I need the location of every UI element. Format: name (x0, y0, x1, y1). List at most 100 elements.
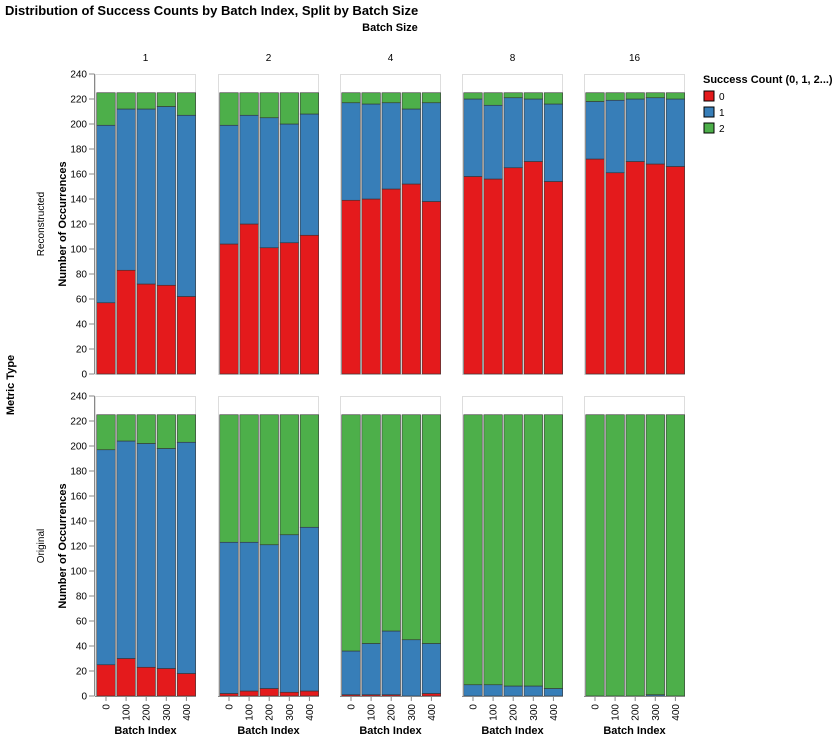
bar-segment-1-idx-400 (299, 526, 319, 692)
x-tick-label: 300 (285, 704, 296, 721)
bar-segment-1-idx-300 (156, 448, 176, 669)
y-tick-label: 0 (81, 370, 87, 381)
bar-segment-0-idx-0 (96, 302, 116, 375)
y-tick-label: 140 (70, 195, 87, 206)
bar-segment-2-idx-300 (645, 92, 665, 99)
bar-segment-2-idx-100 (361, 414, 381, 644)
row-header-original: Original (36, 529, 47, 563)
y-tick-label: 240 (70, 70, 87, 81)
bar-segment-1-idx-0 (463, 98, 483, 177)
y-axis-title: Number of Occurrences (57, 483, 69, 608)
bar-segment-2-idx-400 (176, 414, 196, 443)
x-tick-label: 200 (142, 704, 153, 721)
bar-segment-2-idx-100 (361, 92, 381, 105)
bar-segment-0-idx-100 (361, 198, 381, 375)
bar-segment-1-idx-300 (401, 108, 421, 185)
bar-segment-2-idx-300 (523, 414, 543, 687)
y-tick-label: 100 (70, 245, 87, 256)
bar-segment-1-idx-400 (299, 113, 319, 236)
bar-segment-2-idx-200 (136, 414, 156, 444)
y-tick-label: 20 (76, 667, 88, 678)
bar-segment-2-idx-300 (279, 92, 299, 125)
x-tick-label: 400 (305, 704, 316, 721)
bar-segment-0-idx-100 (483, 178, 503, 375)
bar-segment-0-idx-0 (585, 158, 605, 375)
x-axis-title: Batch Index (237, 725, 300, 737)
bar-segment-0-idx-400 (176, 296, 196, 375)
bar-segment-0-idx-400 (665, 166, 685, 375)
bar-segment-2-idx-0 (463, 414, 483, 686)
y-tick-label: 200 (70, 120, 87, 131)
bar-segment-2-idx-0 (219, 414, 239, 543)
bar-segment-2-idx-100 (483, 92, 503, 106)
bar-segment-2-idx-200 (503, 92, 523, 99)
x-tick-label: 400 (182, 704, 193, 721)
bar-segment-2-idx-200 (259, 414, 279, 546)
bar-segment-0-idx-0 (463, 176, 483, 375)
bar-segment-1-idx-100 (116, 440, 136, 659)
bar-segment-2-idx-400 (665, 414, 685, 697)
bar-segment-1-idx-0 (219, 541, 239, 694)
bar-segment-1-idx-100 (239, 114, 259, 225)
y-tick-label: 240 (70, 392, 87, 403)
bar-segment-0-idx-400 (543, 181, 563, 375)
y-tick-label: 200 (70, 442, 87, 453)
panel-reconstructed-2 (218, 74, 319, 375)
bar-segment-0-idx-200 (503, 167, 523, 375)
bar-segment-1-idx-0 (341, 650, 361, 696)
panel-original-2: 0 100 200 300 400 Batch Index (218, 396, 319, 737)
x-axis-title: Batch Index (359, 725, 422, 737)
bar-segment-2-idx-0 (219, 92, 239, 126)
panel-reconstructed-16 (584, 74, 685, 375)
x-tick-label: 300 (651, 704, 662, 721)
bar-segment-2-idx-300 (156, 414, 176, 449)
x-tick-label: 300 (162, 704, 173, 721)
y-tick-label: 20 (76, 345, 88, 356)
x-tick-label: 0 (347, 704, 358, 710)
bar-segment-1-idx-100 (483, 684, 503, 697)
bar-segment-1-idx-100 (116, 108, 136, 271)
panel-reconstructed-8 (462, 74, 563, 375)
bar-segment-2-idx-0 (96, 414, 116, 451)
bar-segment-2-idx-200 (625, 92, 645, 100)
bar-segment-1-idx-0 (341, 102, 361, 201)
bar-segment-0-idx-100 (239, 223, 259, 375)
x-tick-label: 200 (509, 704, 520, 721)
x-tick-label: 400 (427, 704, 438, 721)
bar-segment-0-idx-400 (421, 693, 441, 697)
bar-segment-1-idx-0 (96, 449, 116, 666)
bar-segment-1-idx-200 (259, 544, 279, 689)
bar-segment-1-idx-100 (361, 643, 381, 696)
bar-segment-2-idx-400 (421, 414, 441, 644)
bar-segment-1-idx-300 (523, 98, 543, 162)
row-facet-title: Metric Type (5, 355, 17, 415)
x-tick-label: 100 (122, 704, 133, 721)
bar-segment-0-idx-100 (116, 269, 136, 375)
bar-segment-2-idx-100 (605, 414, 625, 697)
bar-segment-2-idx-100 (483, 414, 503, 686)
bar-segment-1-idx-0 (96, 124, 116, 304)
bar-segment-2-idx-100 (239, 414, 259, 543)
y-tick-label: 140 (70, 517, 87, 528)
bar-segment-2-idx-400 (299, 414, 319, 528)
bar-segment-2-idx-0 (463, 92, 483, 100)
bar-segment-1-idx-0 (463, 684, 483, 697)
bar-segment-1-idx-400 (176, 114, 196, 297)
x-tick-label: 0 (469, 704, 480, 710)
x-tick-label: 300 (529, 704, 540, 721)
column-header-4: 4 (388, 53, 394, 64)
chart-title: Distribution of Success Counts by Batch … (5, 3, 418, 18)
panel-original-4: 0 100 200 300 400 Batch Index (340, 396, 441, 737)
bar-segment-1-idx-0 (585, 101, 605, 160)
x-axis-title: Batch Index (114, 725, 177, 737)
bar-segment-2-idx-400 (421, 92, 441, 104)
bar-segment-2-idx-0 (585, 92, 605, 102)
bar-segment-0-idx-300 (523, 161, 543, 375)
bar-segment-2-idx-400 (176, 92, 196, 116)
bar-segment-0-idx-0 (96, 664, 116, 697)
bar-segment-2-idx-200 (503, 414, 523, 687)
x-tick-label: 400 (549, 704, 560, 721)
bar-segment-2-idx-300 (645, 414, 665, 696)
bar-segment-1-idx-100 (239, 541, 259, 692)
